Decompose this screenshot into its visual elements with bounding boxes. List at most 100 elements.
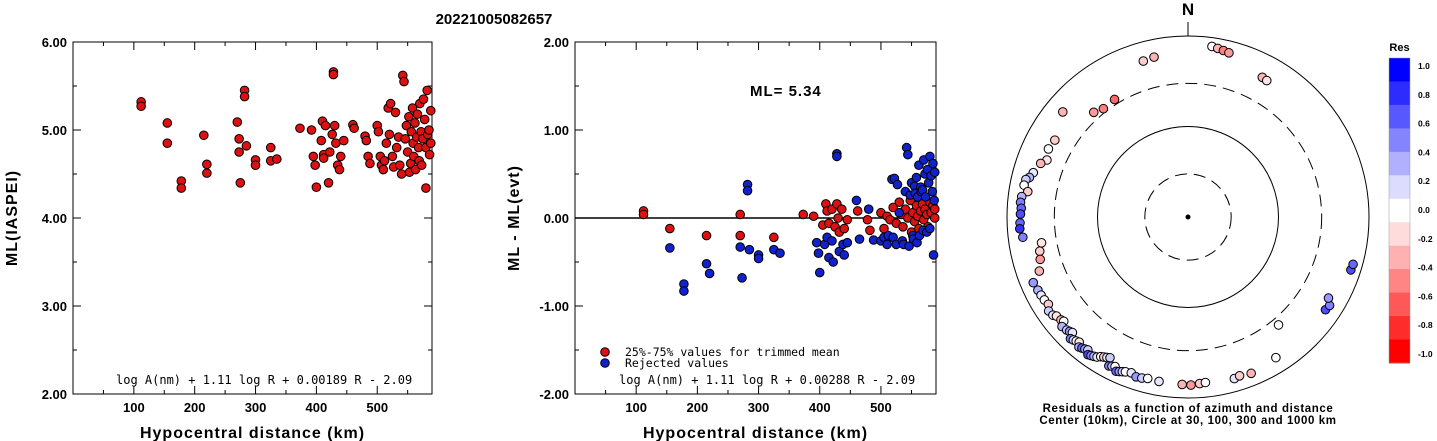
- y-tick-label: 2.00: [544, 35, 569, 50]
- data-point: [742, 185, 753, 196]
- y-tick-label: -1.00: [539, 299, 569, 314]
- data-point: [162, 118, 173, 128]
- figure-title: 20221005082657: [436, 11, 553, 28]
- data-point: [839, 223, 850, 234]
- y-tick-label: 6.00: [42, 35, 67, 50]
- colorbar-tick-label: 0.2: [1418, 176, 1430, 186]
- data-point: [329, 120, 340, 131]
- data-point: [239, 91, 250, 102]
- data-point: [399, 76, 409, 87]
- colorbar-title: Res: [1389, 42, 1409, 54]
- x-tick-label: 400: [306, 400, 328, 415]
- station-point: [1154, 376, 1164, 387]
- station-point: [1273, 320, 1284, 330]
- station-point: [1200, 377, 1211, 388]
- data-point: [361, 135, 372, 146]
- data-point: [828, 257, 839, 267]
- x-axis-label: Hypocentral distance (km): [643, 425, 868, 441]
- data-point: [769, 232, 779, 243]
- formula-label: log A(nm) + 1.11 log R + 0.00189 R - 2.0…: [116, 373, 412, 387]
- colorbar-swatch: [1389, 269, 1410, 294]
- station-point: [1035, 254, 1045, 265]
- data-point: [898, 222, 908, 232]
- data-point: [842, 214, 853, 225]
- colorbar-swatch: [1389, 58, 1410, 82]
- colorbar-tick-label: 0.0: [1418, 205, 1430, 215]
- data-point: [234, 147, 244, 157]
- station-point: [1142, 373, 1153, 384]
- data-point: [419, 114, 430, 125]
- data-point: [851, 195, 862, 206]
- data-point: [331, 138, 341, 148]
- legend-label: Rejected values: [625, 356, 729, 370]
- y-axis-label: ML(IASPEI): [4, 170, 21, 266]
- data-point: [842, 237, 853, 248]
- data-point: [232, 117, 243, 127]
- data-point: [324, 147, 335, 157]
- data-point: [410, 118, 420, 128]
- data-point: [811, 237, 822, 248]
- data-point: [832, 151, 842, 162]
- data-point: [862, 214, 873, 225]
- data-point: [311, 182, 322, 192]
- station-point: [1014, 223, 1025, 234]
- data-point: [136, 101, 146, 112]
- data-point: [334, 164, 345, 175]
- data-point: [929, 195, 939, 206]
- legend-marker: [600, 358, 610, 368]
- y-tick-label: 2.00: [42, 387, 67, 402]
- colorbar-tick-label: -0.2: [1418, 234, 1433, 244]
- station-point: [1149, 52, 1159, 62]
- colorbar-swatch: [1389, 175, 1410, 200]
- colorbar-swatch: [1389, 222, 1410, 247]
- data-point: [888, 202, 898, 213]
- data-point: [387, 151, 398, 162]
- legend-marker: [600, 347, 610, 357]
- data-point: [202, 168, 212, 178]
- data-point: [798, 209, 809, 220]
- data-point: [381, 138, 392, 148]
- data-point: [373, 126, 384, 137]
- caption-line-1: Residuals as a function of azimuth and d…: [1043, 403, 1334, 415]
- data-point: [176, 183, 187, 193]
- data-point: [424, 125, 434, 135]
- data-point: [775, 248, 785, 258]
- data-point: [928, 250, 939, 260]
- data-point: [327, 129, 338, 140]
- data-point: [882, 239, 892, 250]
- station-point: [1098, 103, 1109, 114]
- data-point: [737, 273, 747, 283]
- data-point: [349, 123, 359, 134]
- data-point: [735, 209, 746, 220]
- ml-vs-distance-chart: 2.00 3.00 4.00 5.00 6.00 100 200 300 400 500Hypoc…: [4, 35, 436, 441]
- data-point: [744, 244, 755, 255]
- data-point: [679, 286, 689, 296]
- station-point: [1034, 246, 1045, 257]
- data-point: [365, 158, 375, 169]
- colorbar-swatch: [1389, 339, 1410, 364]
- data-point: [929, 204, 940, 214]
- data-point: [852, 206, 863, 216]
- data-point: [833, 213, 843, 223]
- station-point: [1224, 48, 1234, 58]
- data-point: [199, 130, 209, 141]
- data-point: [424, 149, 435, 160]
- data-point: [234, 134, 244, 144]
- data-point: [894, 197, 905, 207]
- colorbar-swatch: [1389, 81, 1410, 106]
- data-point: [839, 250, 850, 260]
- colorbar-swatch: [1389, 104, 1410, 129]
- data-point: [903, 149, 913, 160]
- range-circle-30km: [1144, 173, 1232, 261]
- colorbar-swatch: [1389, 245, 1410, 270]
- data-point: [418, 94, 429, 104]
- data-point: [335, 151, 346, 162]
- data-point: [927, 186, 938, 197]
- ml-residual-vs-distance-chart: -2.00 -1.00 0.00 1.00 2.00 100 200 300 400 500Hyp…: [506, 35, 940, 441]
- ml-value-label: ML= 5.34: [750, 83, 822, 100]
- station-point: [1271, 352, 1281, 363]
- station-point: [1035, 158, 1046, 169]
- x-tick-label: 400: [809, 400, 831, 415]
- data-point: [272, 154, 282, 164]
- data-point: [638, 209, 649, 220]
